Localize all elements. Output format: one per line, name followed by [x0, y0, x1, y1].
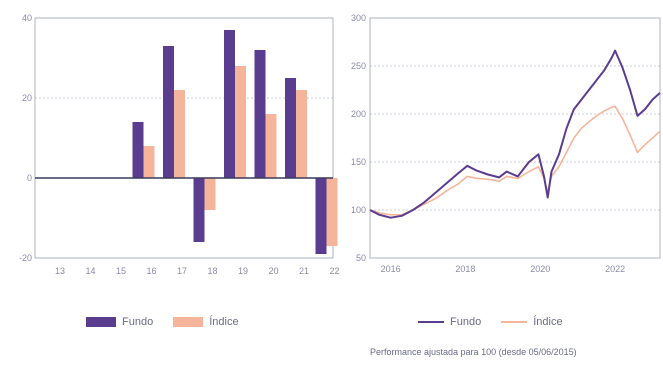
y-tick-label: 50 [356, 253, 366, 263]
x-tick-label: 21 [299, 266, 309, 276]
annual-returns-bar-chart: 40 20 0 -20 13 14 15 16 17 18 19 20 21 22 [19, 13, 340, 276]
x-tick-label: 15 [116, 266, 126, 276]
x-tick-label: 2020 [530, 264, 550, 274]
legend-fundo-label: Fundo [450, 316, 482, 328]
bar-chart-legend: Fundo Índice [86, 316, 239, 328]
y-tick-label: 150 [351, 157, 366, 167]
legend-indice-line [501, 321, 528, 323]
y-tick-label: -20 [19, 253, 32, 263]
legend-fundo-label: Fundo [122, 316, 154, 328]
x-tick-label: 14 [85, 266, 95, 276]
bar-indice [235, 66, 246, 178]
bar-indice [174, 90, 185, 178]
x-tick-label: 13 [55, 266, 65, 276]
bar-fundo [163, 46, 174, 178]
legend-fundo-swatch [86, 317, 116, 327]
bar-indice [143, 146, 155, 178]
bar-fundo [285, 78, 296, 178]
x-tick-label: 18 [207, 266, 217, 276]
legend-indice-label: Índice [533, 316, 563, 328]
plot-frame [369, 17, 661, 259]
x-tick-label: 17 [177, 266, 187, 276]
x-tick-label: 20 [268, 266, 278, 276]
series-line-indice [369, 105, 661, 216]
bar-fundo [254, 50, 266, 178]
x-tick-label: 16 [146, 266, 156, 276]
bar-indice [204, 178, 216, 210]
legend-indice-swatch [173, 317, 204, 327]
legend-indice-label: Índice [209, 316, 239, 328]
y-tick-label: 0 [27, 173, 32, 183]
y-tick-label: 250 [351, 61, 366, 71]
y-tick-label: 300 [351, 13, 366, 23]
y-tick-label: 100 [351, 205, 366, 215]
x-tick-label: 2018 [455, 264, 475, 274]
x-tick-label: 22 [329, 266, 339, 276]
bar-indice [296, 90, 307, 178]
line-chart-legend: Fundo Índice [418, 316, 563, 328]
bar-indice [326, 178, 338, 246]
performance-line-chart: 300 250 200 150 100 50 2016 2018 2020 2022 [351, 13, 661, 274]
bar-fundo [193, 178, 205, 242]
bar-fundo [132, 122, 144, 178]
bar-fundo [315, 178, 327, 254]
bar-fundo [224, 30, 235, 178]
y-tick-label: 20 [22, 93, 32, 103]
plot-frame [34, 17, 334, 259]
x-tick-label: 19 [238, 266, 248, 276]
performance-note: Performance ajustada para 100 (desde 05/… [370, 347, 577, 357]
series-line-fundo [369, 49, 661, 219]
y-tick-label: 200 [351, 109, 366, 119]
x-tick-label: 2016 [381, 264, 401, 274]
legend-fundo-line [418, 321, 444, 323]
bar-indice [265, 114, 277, 178]
x-tick-label: 2022 [605, 264, 625, 274]
y-tick-label: 40 [22, 13, 32, 23]
